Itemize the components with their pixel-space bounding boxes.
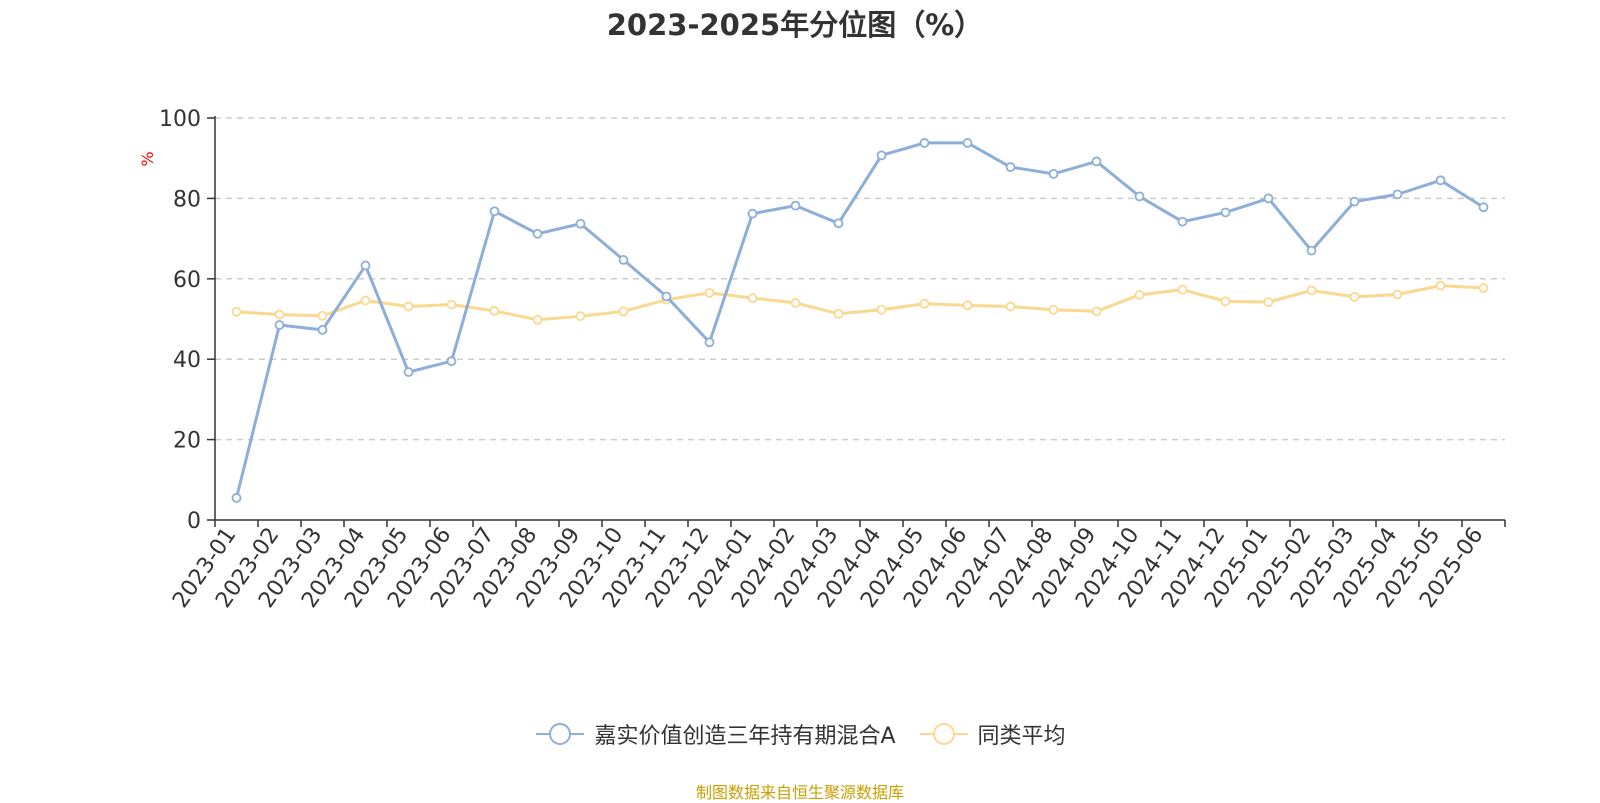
- data-point[interactable]: [1177, 284, 1188, 295]
- data-point[interactable]: [360, 260, 371, 271]
- data-point[interactable]: [231, 492, 242, 503]
- data-point[interactable]: [1478, 202, 1489, 213]
- series-line: [236, 284, 1484, 322]
- x-tick-labels: 2023-012023-022023-032023-042023-052023-…: [168, 523, 1488, 613]
- source-note: 制图数据来自恒生聚源数据库: [695, 783, 904, 802]
- series-1: [231, 280, 1489, 325]
- legend-item-average[interactable]: 同类平均: [918, 718, 1066, 750]
- data-point[interactable]: [532, 314, 543, 325]
- y-tick-label: 40: [173, 348, 201, 373]
- data-point[interactable]: [1478, 283, 1489, 293]
- data-point[interactable]: [532, 228, 543, 239]
- series-0: [231, 138, 1489, 503]
- data-point[interactable]: [317, 324, 328, 335]
- legend-item-fund[interactable]: 嘉实价值创造三年持有期混合A: [534, 718, 896, 750]
- data-point[interactable]: [1306, 245, 1317, 256]
- data-point[interactable]: [790, 200, 801, 211]
- data-point[interactable]: [489, 306, 500, 316]
- legend-label-average: 同类平均: [977, 724, 1066, 749]
- data-point[interactable]: [919, 298, 930, 309]
- y-tick-label: 0: [187, 509, 201, 534]
- data-point[interactable]: [1392, 189, 1403, 200]
- data-point[interactable]: [1134, 289, 1145, 300]
- legend-swatch-fund-icon: [536, 723, 585, 745]
- legend: 嘉实价值创造三年持有期混合A 同类平均: [0, 718, 1600, 750]
- data-point[interactable]: [403, 367, 414, 377]
- chart-title: 2023-2025年分位图（%）: [606, 8, 984, 42]
- legend-label-fund: 嘉实价值创造三年持有期混合A: [594, 724, 896, 749]
- data-point[interactable]: [360, 295, 371, 306]
- data-point[interactable]: [1091, 156, 1102, 167]
- data-point[interactable]: [1091, 306, 1102, 317]
- data-point[interactable]: [1177, 216, 1188, 227]
- data-point[interactable]: [790, 298, 801, 308]
- data-point[interactable]: [1005, 301, 1016, 312]
- series-line: [235, 141, 1485, 499]
- y-tick-label: 20: [173, 429, 201, 454]
- data-point[interactable]: [919, 138, 930, 148]
- data-point[interactable]: [575, 218, 586, 229]
- data-point[interactable]: [962, 300, 973, 311]
- data-point[interactable]: [747, 293, 758, 303]
- data-point[interactable]: [274, 309, 285, 320]
- data-point[interactable]: [876, 304, 887, 315]
- y-tick-labels: 0 20 40 60 80 100: [159, 107, 201, 534]
- data-point[interactable]: [1048, 304, 1059, 315]
- data-point[interactable]: [1349, 291, 1360, 302]
- data-point[interactable]: [446, 356, 457, 367]
- data-point[interactable]: [962, 138, 973, 148]
- data-point[interactable]: [489, 206, 500, 217]
- y-axis-label: %: [138, 151, 157, 166]
- data-point[interactable]: [618, 255, 629, 265]
- data-point[interactable]: [661, 291, 672, 302]
- y-tick-label: 100: [159, 107, 201, 132]
- data-point[interactable]: [704, 337, 715, 348]
- line-chart: 0 20 40 60 80 100 2023-012023-022023-032023-0…: [138, 107, 1506, 613]
- data-point[interactable]: [1220, 207, 1231, 218]
- data-point[interactable]: [833, 308, 844, 319]
- data-point[interactable]: [274, 320, 285, 330]
- data-point[interactable]: [317, 310, 328, 321]
- grid-lines: [215, 117, 1505, 441]
- data-point[interactable]: [618, 306, 629, 317]
- data-point[interactable]: [231, 306, 242, 317]
- data-point[interactable]: [833, 218, 844, 229]
- data-point[interactable]: [1349, 196, 1360, 207]
- y-tick-label: 60: [173, 268, 201, 293]
- data-point[interactable]: [1306, 285, 1317, 296]
- data-point[interactable]: [1048, 168, 1059, 179]
- data-point[interactable]: [704, 287, 715, 298]
- data-point[interactable]: [1263, 193, 1274, 204]
- data-point[interactable]: [1435, 175, 1446, 186]
- data-point[interactable]: [403, 301, 414, 312]
- data-point[interactable]: [1435, 280, 1446, 291]
- legend-swatch-average-icon: [919, 723, 968, 745]
- data-point[interactable]: [1220, 296, 1231, 307]
- data-point[interactable]: [747, 208, 758, 219]
- series-lines: [231, 138, 1489, 503]
- data-point[interactable]: [876, 150, 887, 161]
- data-point[interactable]: [1392, 289, 1403, 300]
- data-point[interactable]: [446, 299, 457, 310]
- data-point[interactable]: [1134, 191, 1145, 202]
- axes: [207, 116, 1506, 527]
- data-point[interactable]: [575, 311, 586, 322]
- data-point[interactable]: [1263, 297, 1274, 308]
- data-point[interactable]: [1005, 162, 1016, 172]
- y-tick-label: 80: [173, 187, 201, 212]
